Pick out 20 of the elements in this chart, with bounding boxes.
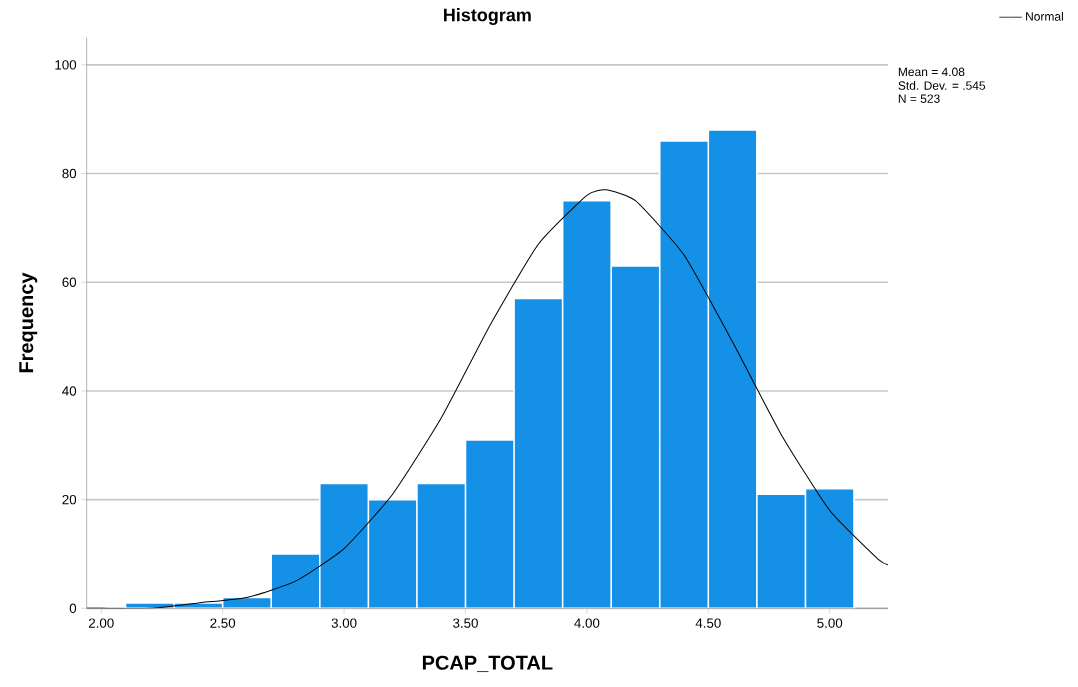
text: Std. Dev. = .545 [898,81,986,90]
x-tick-label: 2.00 [88,618,114,628]
y-tick-label: 100 [55,60,77,70]
x-axis-title: PCAP_TOTAL [422,655,553,673]
text: Mean = 4.08 [898,67,965,77]
y-tick-label: 40 [62,386,77,396]
chart-title: Histogram [444,8,531,25]
x-tick-label: 3.50 [453,618,478,628]
legend-label: Normal [1026,11,1063,21]
y-tick-label: 60 [62,277,77,287]
x-tick-label: 4.50 [695,618,721,628]
x-tick-label: 5.00 [817,618,843,628]
y-tick-label: 80 [62,168,77,179]
y-tick-label: 0 [69,603,77,614]
x-tick-label: 3.00 [331,618,357,628]
text: N = 523 [898,94,940,103]
x-tick-label: 2.50 [210,618,236,628]
y-tick-label: 20 [62,494,77,505]
x-tick-label: 4.00 [574,618,600,628]
y-axis-title: Frequency [19,272,38,373]
